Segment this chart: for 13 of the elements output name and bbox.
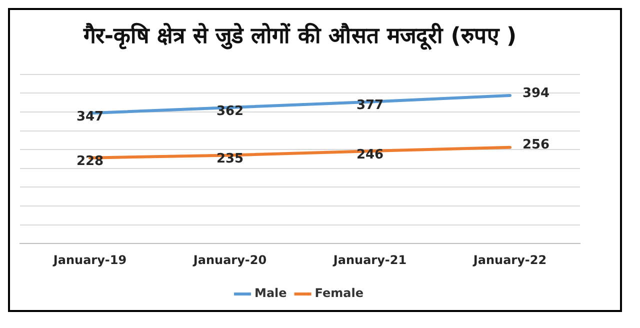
legend-label: Female bbox=[314, 286, 364, 300]
x-tick-label: January-20 bbox=[192, 252, 267, 267]
data-label: 228 bbox=[76, 154, 104, 170]
x-tick-label: January-21 bbox=[332, 252, 407, 267]
data-label: 377 bbox=[356, 98, 384, 114]
chart-title: गैर-कृषि क्षेत्र से जुडे लोगों की औसत मजदूरी (रुपए ) bbox=[82, 22, 517, 51]
legend-label: Male bbox=[254, 286, 287, 300]
data-label: 235 bbox=[216, 152, 244, 167]
data-label: 256 bbox=[522, 138, 550, 153]
x-tick-label: January-22 bbox=[472, 252, 547, 267]
data-label: 347 bbox=[76, 110, 104, 125]
data-label: 394 bbox=[522, 86, 550, 101]
x-tick-label: January-19 bbox=[52, 252, 127, 267]
